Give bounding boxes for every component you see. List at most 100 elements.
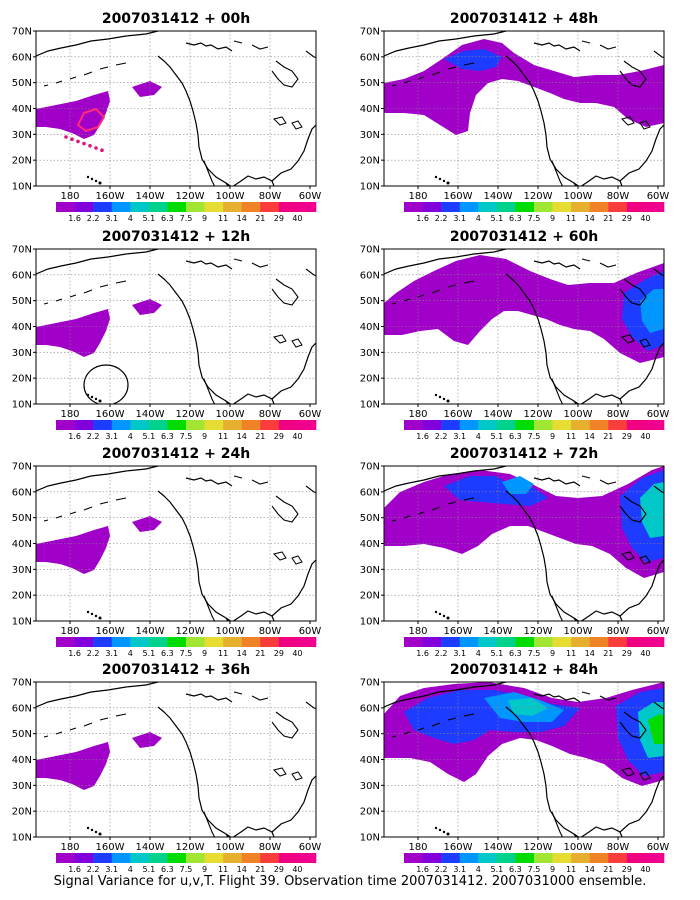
colorbar-label: 9 bbox=[550, 214, 555, 223]
lat-tick-label: 30N bbox=[12, 781, 32, 792]
lat-tick-label: 70N bbox=[360, 678, 380, 689]
colorbar-swatch bbox=[111, 202, 131, 212]
colorbar-label: 21 bbox=[255, 214, 265, 223]
colorbar-label: 21 bbox=[603, 214, 613, 223]
colorbar-label: 29 bbox=[622, 214, 632, 223]
colorbar-label: 6.3 bbox=[509, 214, 522, 223]
lat-tick-label: 70N bbox=[12, 27, 32, 38]
lon-tick-label: 120W bbox=[524, 191, 553, 202]
colorbar-label: 7.5 bbox=[528, 432, 541, 441]
colorbar-label: 29 bbox=[274, 649, 284, 658]
lat-tick-label: 10N bbox=[360, 833, 380, 844]
colorbar-swatch bbox=[278, 420, 298, 430]
figure-caption: Signal Variance for u,v,T. Flight 39. Ob… bbox=[54, 874, 647, 889]
colorbar-swatch bbox=[204, 202, 224, 212]
colorbar-swatch bbox=[534, 202, 553, 212]
colorbar-swatch bbox=[148, 420, 168, 430]
lon-tick-label: 140W bbox=[484, 409, 513, 420]
map-panel: 2007031412 + 12h 70N 60N 50N 40N 30N 20N 10N 180… bbox=[12, 229, 322, 441]
lon-tick-label: 60W bbox=[299, 191, 322, 202]
lon-tick-label: 160W bbox=[444, 842, 473, 853]
signal-region bbox=[36, 91, 110, 139]
lon-tick-label: 140W bbox=[484, 842, 513, 853]
lat-tick-label: 20N bbox=[360, 807, 380, 818]
colorbar-swatch bbox=[645, 202, 665, 212]
colorbar-label: 3.1 bbox=[453, 649, 466, 658]
colorbar-label: 6.3 bbox=[161, 432, 174, 441]
lon-tick-label: 60W bbox=[299, 842, 322, 853]
observation-point bbox=[88, 144, 92, 148]
colorbar-swatch bbox=[459, 637, 479, 647]
lat-tick-label: 40N bbox=[12, 322, 32, 333]
colorbar-label: 40 bbox=[292, 214, 302, 223]
lon-tick-label: 60W bbox=[299, 626, 322, 637]
colorbar-label: 11 bbox=[566, 865, 576, 874]
colorbar-label: 11 bbox=[566, 649, 576, 658]
colorbar-swatch bbox=[589, 853, 609, 863]
colorbar-swatch bbox=[278, 637, 298, 647]
lon-tick-label: 120W bbox=[524, 626, 553, 637]
colorbar-swatch bbox=[186, 202, 205, 212]
colorbar-swatch bbox=[297, 420, 317, 430]
colorbar-swatch bbox=[278, 853, 298, 863]
lon-tick-label: 120W bbox=[524, 842, 553, 853]
lat-tick-label: 60N bbox=[360, 703, 380, 714]
colorbar-swatch bbox=[441, 853, 461, 863]
colorbar-label: 14 bbox=[585, 649, 595, 658]
panel-title: 2007031412 + 84h bbox=[450, 662, 598, 678]
colorbar-label: 2.2 bbox=[87, 649, 100, 658]
lat-tick-label: 60N bbox=[12, 270, 32, 281]
lat-tick-label: 10N bbox=[360, 617, 380, 628]
lon-tick-label: 120W bbox=[524, 409, 553, 420]
colorbar-swatch bbox=[496, 420, 516, 430]
colorbar-label: 11 bbox=[218, 649, 228, 658]
lat-tick-label: 10N bbox=[12, 833, 32, 844]
lat-tick-label: 20N bbox=[360, 374, 380, 385]
lon-tick-label: 80W bbox=[259, 626, 282, 637]
lon-tick-label: 180 bbox=[408, 409, 427, 420]
colorbar-swatch bbox=[626, 853, 646, 863]
panel-title: 2007031412 + 60h bbox=[450, 229, 598, 245]
panel-title: 2007031412 + 12h bbox=[102, 229, 250, 245]
colorbar-swatch bbox=[223, 202, 243, 212]
colorbar-swatch bbox=[167, 637, 187, 647]
colorbar-label: 9 bbox=[550, 432, 555, 441]
colorbar-label: 1.6 bbox=[68, 649, 81, 658]
colorbar-swatch bbox=[204, 637, 224, 647]
colorbar-swatch bbox=[148, 637, 168, 647]
colorbar-label: 2.2 bbox=[435, 865, 448, 874]
colorbar-label: 2.2 bbox=[435, 214, 448, 223]
colorbar-label: 29 bbox=[274, 865, 284, 874]
lat-tick-label: 10N bbox=[12, 182, 32, 193]
colorbar-label: 21 bbox=[603, 865, 613, 874]
colorbar-label: 3.1 bbox=[105, 649, 118, 658]
colorbar-label: 1.6 bbox=[416, 865, 429, 874]
map-panel: 2007031412 + 24h 70N 60N 50N 40N 30N 20N 10N 180… bbox=[12, 446, 322, 658]
lon-tick-label: 180 bbox=[408, 191, 427, 202]
lon-tick-label: 180 bbox=[408, 842, 427, 853]
colorbar-label: 9 bbox=[550, 649, 555, 658]
lon-tick-label: 140W bbox=[136, 409, 165, 420]
colorbar-label: 29 bbox=[274, 214, 284, 223]
signal-region bbox=[36, 742, 110, 790]
colorbar-label: 3.1 bbox=[453, 214, 466, 223]
colorbar-label: 2.2 bbox=[87, 865, 100, 874]
lon-tick-label: 80W bbox=[259, 409, 282, 420]
lon-tick-label: 100W bbox=[216, 409, 245, 420]
signal-region bbox=[648, 714, 664, 744]
lat-tick-label: 70N bbox=[12, 462, 32, 473]
colorbar-swatch bbox=[74, 420, 94, 430]
colorbar-label: 7.5 bbox=[528, 865, 541, 874]
colorbar-label: 9 bbox=[550, 865, 555, 874]
colorbar-swatch bbox=[260, 420, 280, 430]
lat-tick-label: 50N bbox=[360, 729, 380, 740]
lat-tick-label: 50N bbox=[360, 513, 380, 524]
lon-tick-label: 80W bbox=[259, 842, 282, 853]
colorbar-swatch bbox=[93, 202, 113, 212]
colorbar-swatch bbox=[56, 420, 75, 430]
colorbar-label: 14 bbox=[585, 865, 595, 874]
colorbar-label: 14 bbox=[237, 649, 247, 658]
colorbar-swatch bbox=[223, 853, 243, 863]
colorbar-swatch bbox=[278, 202, 298, 212]
colorbar-swatch bbox=[74, 637, 94, 647]
